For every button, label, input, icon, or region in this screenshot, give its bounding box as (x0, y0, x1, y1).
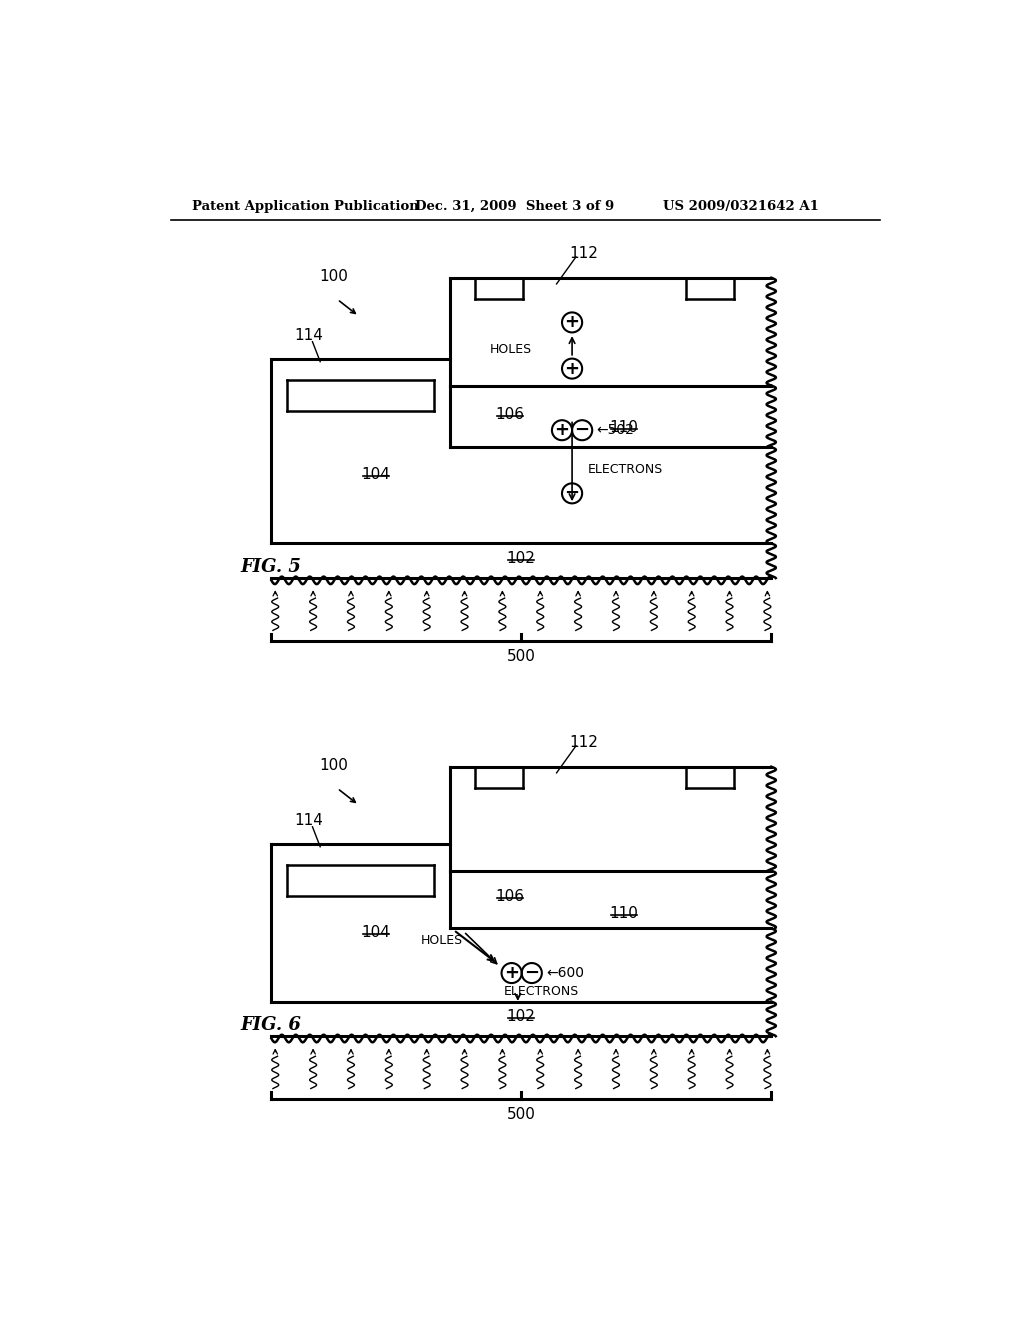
Text: 100: 100 (319, 758, 348, 772)
Text: 100: 100 (319, 269, 348, 284)
Text: US 2009/0321642 A1: US 2009/0321642 A1 (663, 199, 818, 213)
Text: HOLES: HOLES (421, 935, 463, 948)
Text: ←600: ←600 (547, 966, 585, 979)
Text: 114: 114 (295, 813, 324, 828)
Text: ELECTRONS: ELECTRONS (504, 985, 580, 998)
Text: Dec. 31, 2009  Sheet 3 of 9: Dec. 31, 2009 Sheet 3 of 9 (415, 199, 614, 213)
Text: 106: 106 (496, 408, 524, 422)
Text: +: + (504, 964, 519, 982)
Text: 110: 110 (609, 420, 638, 436)
Text: 112: 112 (569, 734, 598, 750)
Text: 106: 106 (496, 888, 524, 904)
Text: 500: 500 (507, 649, 536, 664)
Text: ELECTRONS: ELECTRONS (588, 463, 663, 477)
Text: 114: 114 (295, 327, 324, 343)
Text: +: + (555, 421, 569, 440)
Text: HOLES: HOLES (489, 343, 531, 356)
Text: 102: 102 (507, 552, 536, 566)
Text: FIG. 6: FIG. 6 (241, 1015, 301, 1034)
Text: Patent Application Publication: Patent Application Publication (191, 199, 418, 213)
Text: +: + (564, 313, 580, 331)
Text: −: − (564, 484, 580, 503)
Text: 104: 104 (361, 925, 390, 940)
Text: 112: 112 (569, 246, 598, 260)
Text: ←502: ←502 (596, 424, 634, 437)
Text: 500: 500 (507, 1107, 536, 1122)
Text: +: + (564, 359, 580, 378)
Text: −: − (524, 964, 540, 982)
Text: 110: 110 (609, 906, 638, 920)
Text: 104: 104 (361, 466, 390, 482)
Text: 102: 102 (507, 1010, 536, 1024)
Text: FIG. 5: FIG. 5 (241, 557, 301, 576)
Text: −: − (574, 421, 590, 440)
